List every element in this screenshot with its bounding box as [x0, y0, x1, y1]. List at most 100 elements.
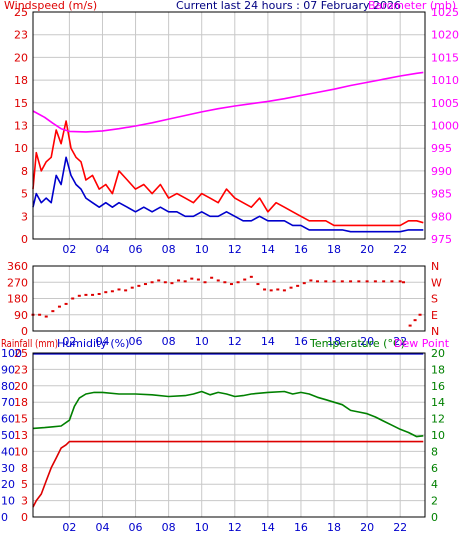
x-tick-label: 12 — [228, 335, 242, 348]
dew-point-axis-title: Dew Point — [394, 337, 450, 350]
y-right-tick-label: W — [431, 276, 442, 289]
wind-direction-point — [408, 324, 412, 327]
wind-direction-point — [243, 278, 247, 281]
y-left-tick-label: 20 — [14, 51, 28, 64]
wind-direction-point — [229, 283, 233, 286]
y-left-tick-label: 20 — [14, 380, 28, 393]
y-right-tick-label: 18 — [431, 363, 445, 376]
x-tick-label: 16 — [294, 521, 308, 534]
x-tick-label: 10 — [195, 335, 209, 348]
y-left-tick-label: 3 — [21, 210, 28, 223]
y-left-tick-label: 18 — [14, 74, 28, 87]
wind-direction-point — [223, 281, 227, 284]
wind-direction-point — [256, 283, 260, 286]
wind-direction-point — [64, 302, 68, 305]
wind-direction-point — [143, 283, 147, 286]
wind-direction-point — [390, 280, 394, 283]
wind-direction-point — [276, 288, 280, 291]
wind-direction-point — [309, 279, 313, 282]
x-tick-label: 18 — [327, 243, 341, 256]
y-humidity-tick-label: 50 — [1, 429, 15, 442]
wind-direction-point — [332, 280, 336, 283]
x-tick-label: 20 — [360, 243, 374, 256]
y-right-tick-label: 10 — [431, 429, 445, 442]
x-tick-label: 14 — [261, 521, 275, 534]
y-left-tick-label: 15 — [14, 413, 28, 426]
wind-direction-point — [117, 288, 121, 291]
x-tick-label: 14 — [261, 243, 275, 256]
x-tick-label: 02 — [62, 521, 76, 534]
wind-direction-point — [163, 281, 167, 284]
wind-direction-point — [177, 279, 181, 282]
y-left-tick-label: 0 — [21, 511, 28, 524]
y-humidity-tick-label: 70 — [1, 396, 15, 409]
wind-direction-point — [324, 280, 328, 283]
wind-direction-point — [263, 288, 267, 291]
plot-frame — [32, 11, 426, 240]
y-right-tick-label: 1000 — [431, 120, 459, 133]
y-humidity-tick-label: 10 — [1, 495, 15, 508]
y-right-tick-label: 1010 — [431, 74, 459, 87]
wind-direction-point — [315, 280, 319, 283]
x-tick-label: 14 — [261, 335, 275, 348]
y-right-tick-label: 2 — [431, 495, 438, 508]
x-tick-label: 08 — [162, 521, 176, 534]
y-humidity-tick-label: 100 — [1, 347, 22, 360]
y-right-tick-label: 1025 — [431, 6, 459, 19]
y-right-tick-label: 14 — [431, 396, 445, 409]
y-right-tick-label: 0 — [431, 511, 438, 524]
x-tick-label: 06 — [129, 521, 143, 534]
y-right-tick-label: S — [431, 293, 438, 306]
x-tick-label: 02 — [62, 243, 76, 256]
y-right-tick-label: N — [431, 325, 439, 338]
plot-frame — [32, 352, 426, 518]
x-tick-label: 16 — [294, 335, 308, 348]
wind-direction-point — [296, 284, 300, 287]
y-right-tick-label: 985 — [431, 188, 452, 201]
wind-direction-point — [413, 319, 417, 322]
y-right-tick-label: 1020 — [431, 29, 459, 42]
y-right-tick-label: 12 — [431, 413, 445, 426]
x-tick-label: 10 — [195, 243, 209, 256]
wind-direction-point — [84, 293, 88, 296]
tick-layer: 0358101315182023259759809859909951000100… — [1, 6, 459, 534]
wind-direction-point — [77, 294, 81, 297]
y-right-tick-label: 16 — [431, 380, 445, 393]
x-tick-label: 02 — [62, 335, 76, 348]
y-left-tick-label: 23 — [14, 29, 28, 42]
wind-direction-point — [150, 281, 154, 284]
wind-direction-point — [365, 280, 369, 283]
wind-direction-point — [183, 280, 187, 283]
wind-direction-point — [289, 286, 293, 289]
series-layer — [31, 71, 424, 508]
x-tick-label: 08 — [162, 335, 176, 348]
x-tick-label: 12 — [228, 243, 242, 256]
wind-direction-point — [38, 313, 42, 316]
barometer-line — [32, 71, 424, 133]
wind-direction-point — [373, 280, 377, 283]
wind-direction-point — [401, 281, 405, 284]
wind-direction-point — [382, 280, 386, 283]
wind-direction-point — [124, 289, 128, 292]
wind-direction-point — [249, 275, 253, 278]
x-tick-label: 10 — [195, 521, 209, 534]
x-tick-label: 22 — [393, 335, 407, 348]
y-humidity-tick-label: 0 — [1, 511, 8, 524]
y-right-tick-label: 990 — [431, 165, 452, 178]
wind-direction-point — [340, 280, 344, 283]
wind-direction-point — [51, 310, 55, 313]
y-left-tick-label: 180 — [7, 293, 28, 306]
y-left-tick-label: 0 — [21, 325, 28, 338]
wind-direction-point — [203, 281, 207, 284]
wind-direction-point — [418, 313, 422, 316]
y-right-tick-label: E — [431, 309, 438, 322]
y-right-tick-label: 975 — [431, 233, 452, 246]
x-tick-label: 16 — [294, 243, 308, 256]
x-tick-label: 04 — [95, 243, 109, 256]
wind-direction-point — [110, 290, 114, 293]
x-tick-label: 22 — [393, 243, 407, 256]
wind-direction-point — [357, 280, 361, 283]
wind-direction-point — [302, 282, 306, 285]
wind-direction-point — [137, 284, 141, 287]
